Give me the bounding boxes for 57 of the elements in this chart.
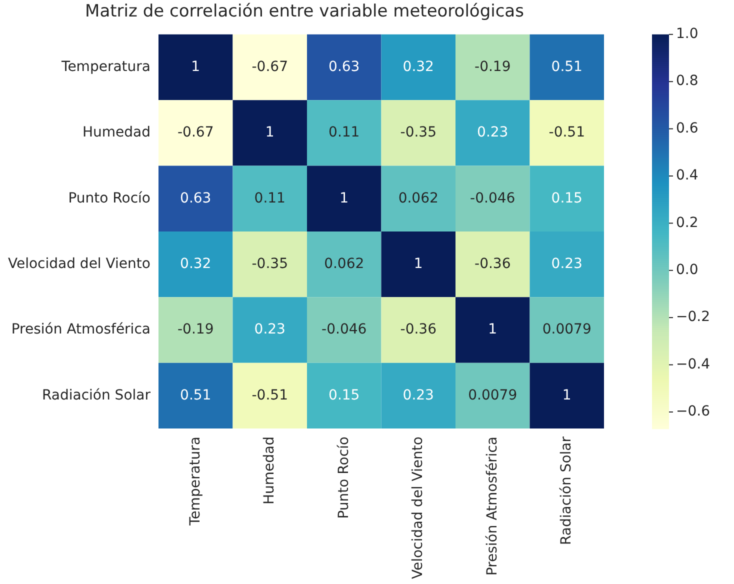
data-label: 0.0079 bbox=[468, 387, 518, 404]
color-bar-label: 0.6 bbox=[676, 120, 698, 136]
y-tick-label: Radiación Solar bbox=[42, 387, 151, 404]
data-label: 0.11 bbox=[328, 124, 360, 141]
data-label: -0.35 bbox=[400, 124, 436, 141]
data-label: 0.062 bbox=[398, 190, 438, 206]
color-bar-label: 0.8 bbox=[676, 73, 698, 90]
data-label: 0.062 bbox=[324, 256, 364, 272]
data-label: 0.23 bbox=[402, 387, 434, 404]
data-label: 1 bbox=[265, 124, 274, 141]
y-tick-label: Presión Atmosférica bbox=[11, 322, 150, 338]
data-label: -0.35 bbox=[252, 256, 288, 272]
color-bar-label: −0.2 bbox=[676, 309, 710, 326]
data-label: 0.51 bbox=[180, 387, 212, 404]
data-label: 0.11 bbox=[254, 190, 286, 206]
y-tick-label: Humedad bbox=[82, 124, 150, 141]
color-bar-label: 0.2 bbox=[676, 214, 698, 231]
data-label: 1 bbox=[414, 256, 423, 272]
data-label: 0.63 bbox=[328, 58, 360, 75]
color-bar-label: 0.4 bbox=[676, 168, 698, 184]
y-tick-label: Velocidad del Viento bbox=[8, 256, 150, 272]
color-bar-label: 0.0 bbox=[676, 262, 698, 278]
chart-title: Matriz de correlación entre variable meteorológicas bbox=[85, 2, 524, 22]
data-label: 0.63 bbox=[180, 190, 212, 206]
data-label: 1 bbox=[340, 190, 349, 206]
data-label: -0.51 bbox=[548, 124, 585, 141]
data-label: 0.0079 bbox=[542, 322, 592, 338]
data-label: -0.046 bbox=[322, 322, 367, 338]
x-tick-label: Humedad bbox=[262, 436, 278, 505]
data-label: 0.23 bbox=[254, 322, 286, 338]
x-tick-label: Radiación Solar bbox=[558, 436, 575, 546]
y-tick-label: Punto Rocío bbox=[68, 190, 150, 206]
data-label: -0.36 bbox=[400, 322, 437, 338]
data-label: 1 bbox=[562, 387, 572, 404]
data-label: -0.67 bbox=[177, 124, 214, 141]
data-label: -0.36 bbox=[474, 256, 511, 272]
data-label: -0.19 bbox=[177, 322, 214, 338]
x-tick-label: Presión Atmosférica bbox=[484, 436, 500, 576]
data-label: 0.15 bbox=[551, 190, 582, 206]
data-label: 0.15 bbox=[328, 387, 360, 404]
y-tick-label: Temperatura bbox=[60, 58, 150, 75]
data-label: 1 bbox=[191, 58, 200, 75]
data-label: 1 bbox=[488, 322, 498, 338]
color-bar-label: −0.6 bbox=[676, 404, 710, 420]
data-label: 0.51 bbox=[551, 58, 582, 75]
x-tick-label: Punto Rocío bbox=[336, 436, 352, 519]
data-label: -0.67 bbox=[252, 58, 288, 75]
data-label: 0.23 bbox=[551, 256, 582, 272]
color-bar-label: 1.0 bbox=[676, 26, 698, 42]
data-label: 0.32 bbox=[180, 256, 212, 272]
data-label: -0.51 bbox=[252, 387, 288, 404]
x-tick-label: Velocidad del Viento bbox=[410, 436, 426, 580]
data-label: 0.32 bbox=[402, 58, 434, 75]
data-label: -0.19 bbox=[474, 58, 511, 75]
color-bar-label: −0.4 bbox=[676, 356, 710, 372]
data-label: -0.046 bbox=[470, 190, 516, 206]
data-label: 0.23 bbox=[477, 124, 508, 141]
